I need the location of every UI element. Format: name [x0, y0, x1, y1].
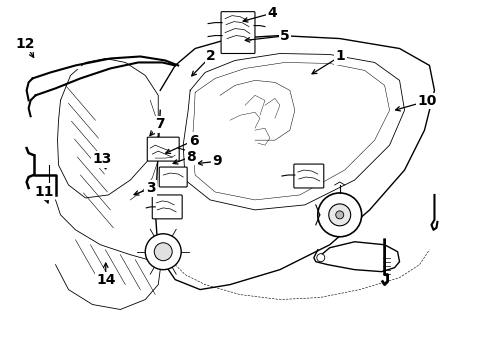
Text: 1: 1: [335, 49, 345, 63]
Circle shape: [336, 211, 343, 219]
Text: 5: 5: [280, 29, 290, 43]
Text: 7: 7: [155, 117, 164, 131]
Circle shape: [154, 243, 172, 261]
Text: 13: 13: [93, 152, 112, 166]
FancyBboxPatch shape: [147, 137, 179, 161]
Text: 8: 8: [186, 150, 196, 164]
Text: 12: 12: [15, 37, 35, 51]
Circle shape: [145, 234, 181, 270]
FancyBboxPatch shape: [152, 195, 182, 219]
FancyBboxPatch shape: [159, 167, 187, 187]
Text: 10: 10: [417, 94, 437, 108]
FancyBboxPatch shape: [221, 12, 255, 54]
Text: 6: 6: [189, 134, 198, 148]
Text: 2: 2: [206, 49, 216, 63]
Circle shape: [318, 193, 362, 237]
Circle shape: [329, 204, 351, 226]
Text: 11: 11: [34, 185, 53, 199]
Text: 3: 3: [146, 181, 155, 195]
FancyBboxPatch shape: [294, 164, 324, 188]
Circle shape: [317, 254, 325, 262]
Text: 9: 9: [212, 154, 222, 168]
Text: 4: 4: [267, 6, 277, 20]
Text: 14: 14: [96, 273, 116, 287]
